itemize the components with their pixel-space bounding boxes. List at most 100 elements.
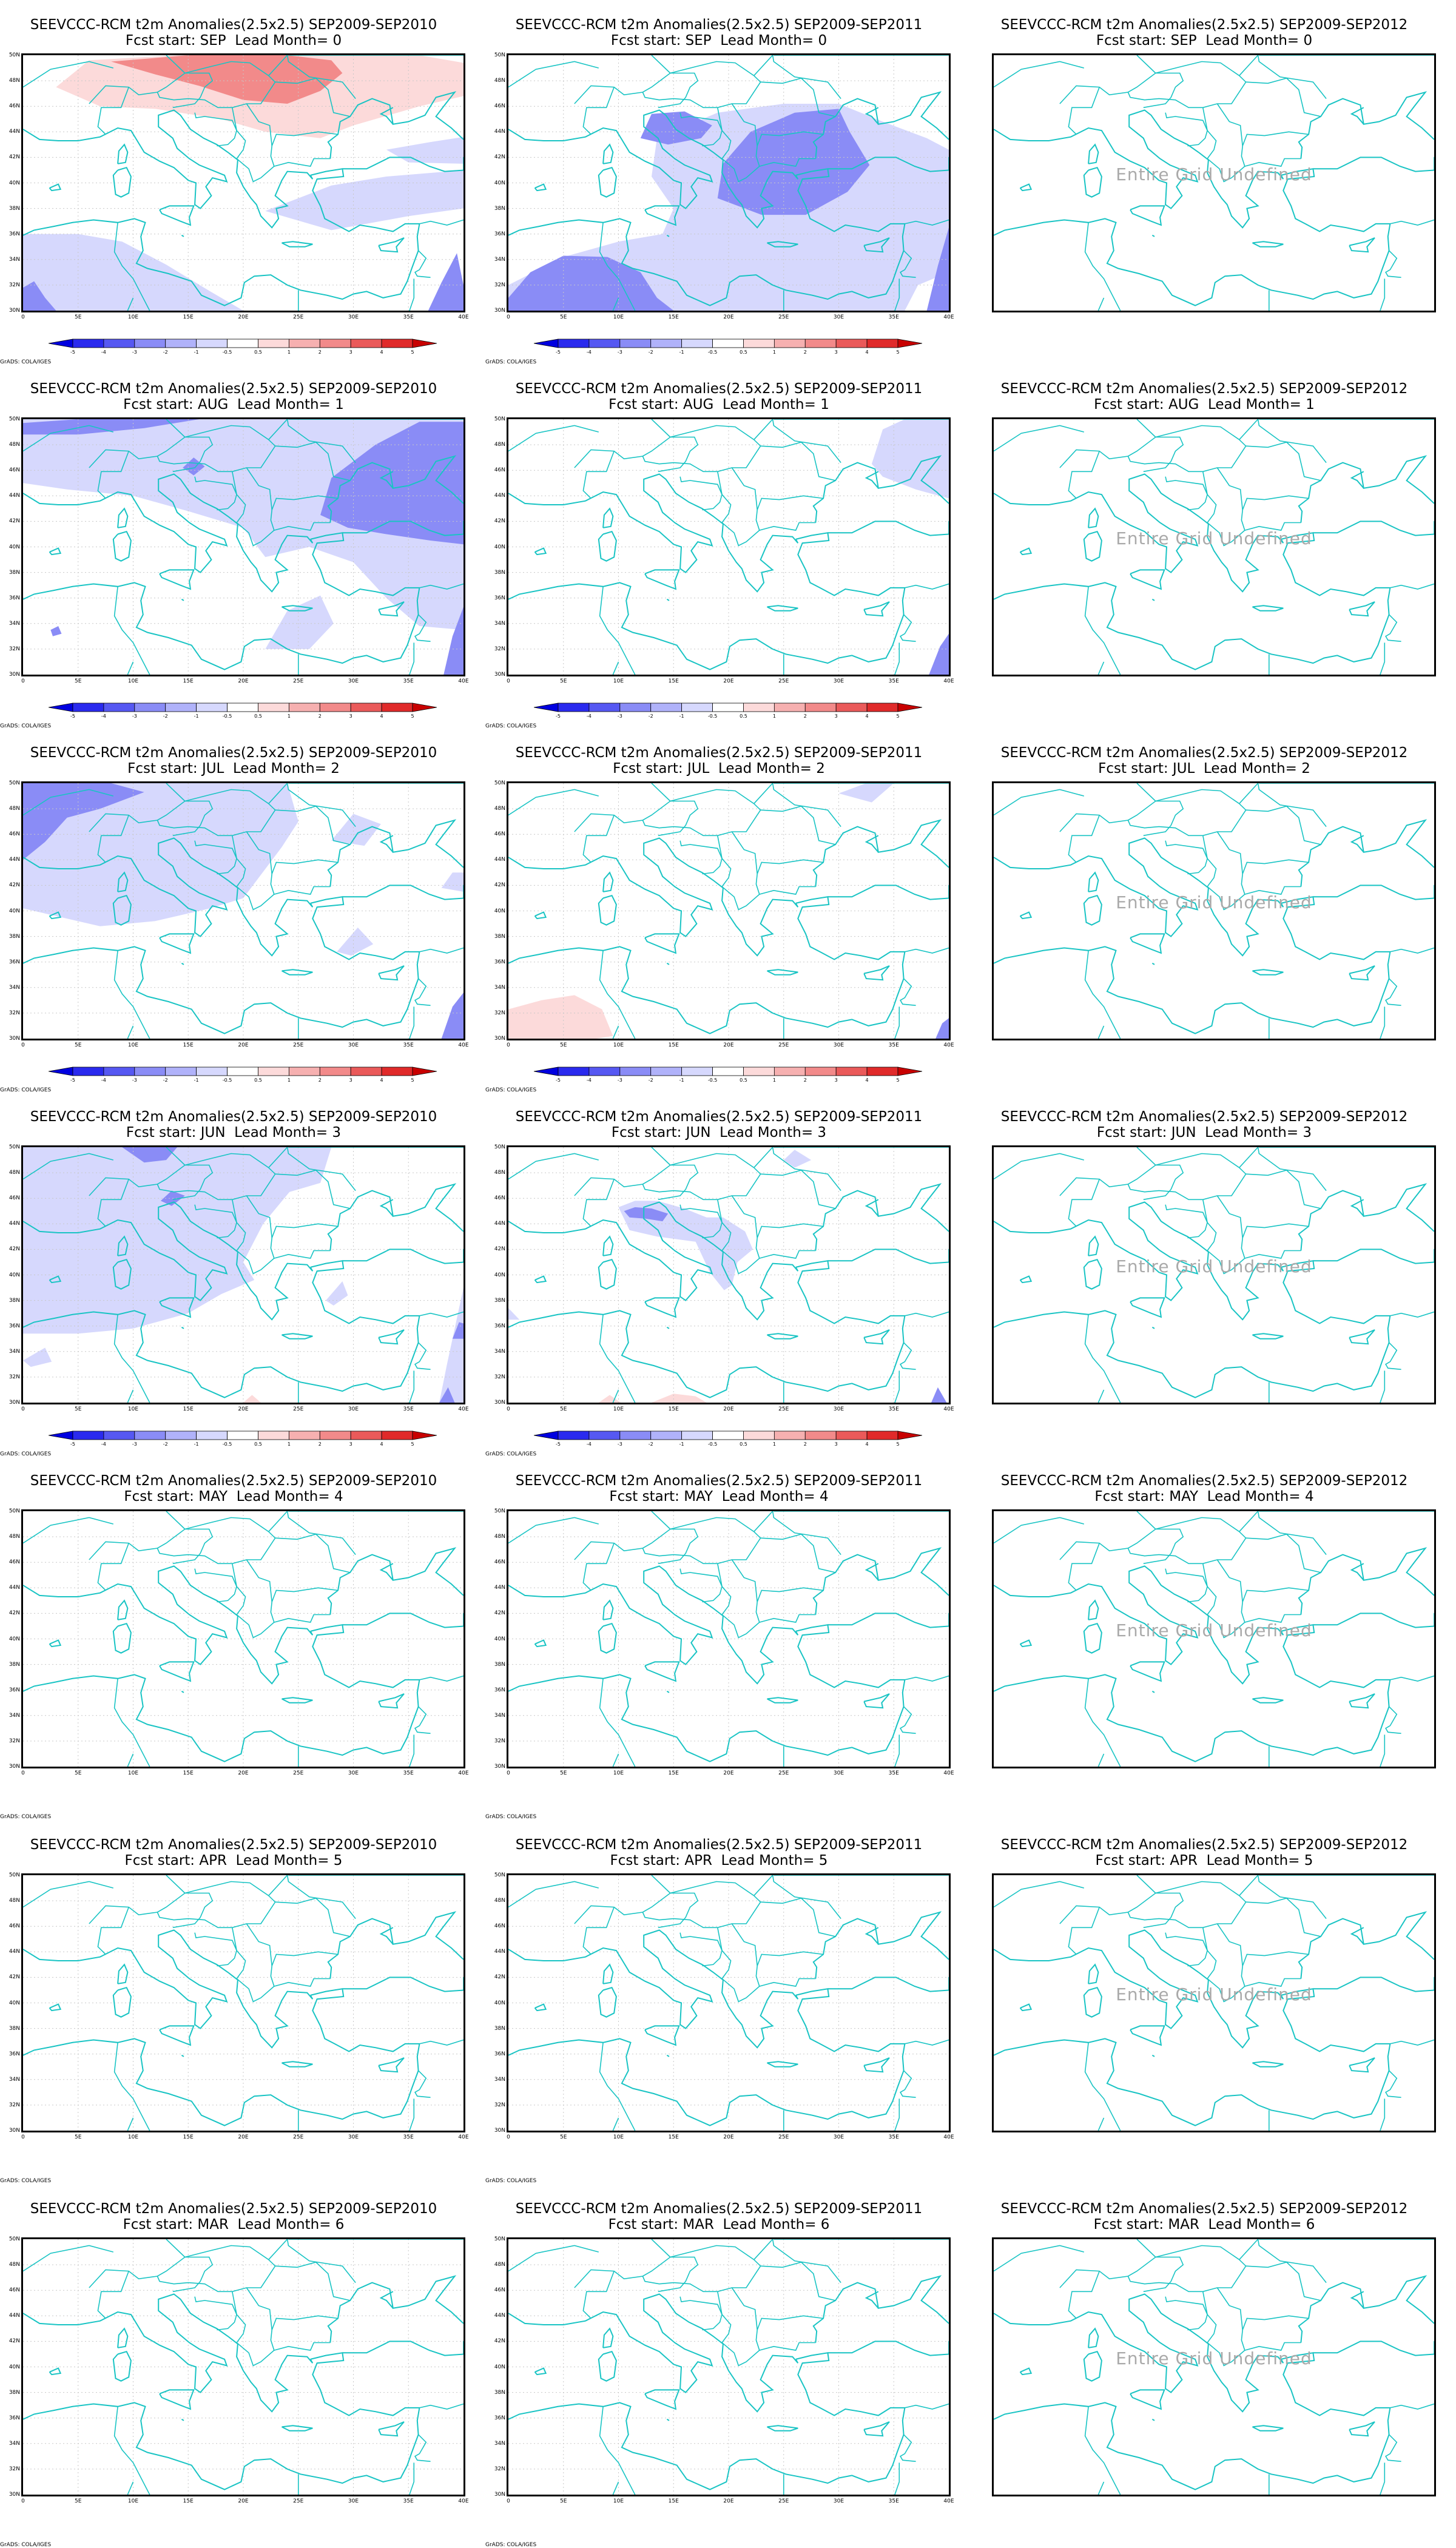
map-frame xyxy=(21,2237,465,2496)
colorbar-segment xyxy=(350,703,382,712)
colorbar-segment xyxy=(319,1431,351,1440)
map-canvas xyxy=(994,1147,1434,1403)
country-border xyxy=(409,1006,415,1039)
y-tick-label: 36N xyxy=(494,1323,505,1329)
colorbar-segment xyxy=(196,339,228,348)
y-tick-label: 32N xyxy=(8,1009,20,1016)
colorbar-segment xyxy=(588,339,621,348)
coastline xyxy=(508,2293,799,2413)
colorbar-segment xyxy=(866,1431,898,1440)
country-border xyxy=(89,2256,214,2293)
country-border xyxy=(1068,1179,1100,1227)
grads-credit: GrADS: COLA/IGES xyxy=(0,2542,52,2548)
country-border xyxy=(1216,2287,1243,2330)
x-tick-label: 15E xyxy=(668,1406,679,1412)
y-tick-label: 46N xyxy=(494,1559,505,1566)
country-border xyxy=(1127,75,1247,109)
colorbar-segment xyxy=(134,1067,166,1076)
country-border xyxy=(679,2296,723,2331)
coastline xyxy=(1350,1927,1364,1945)
map-frame: Entire Grid Undefined xyxy=(992,1509,1436,1768)
coastline xyxy=(1349,601,1375,617)
map-canvas xyxy=(23,1147,463,1403)
coastline xyxy=(1252,2425,1284,2432)
coastline xyxy=(1151,962,1155,965)
x-tick-label: 10E xyxy=(613,2134,624,2140)
coastline xyxy=(117,1963,129,1984)
panel-title: SEEVCCC-RCM t2m Anomalies(2.5x2.5) SEP20… xyxy=(515,17,923,33)
coastline xyxy=(23,2293,314,2413)
country-border xyxy=(1097,2481,1105,2495)
country-border xyxy=(232,471,339,547)
country-border xyxy=(759,158,816,167)
panel-subtitle: Fcst start: MAY Lead Month= 4 xyxy=(124,1489,343,1505)
x-tick-label: 0 xyxy=(507,2498,510,2504)
coastline xyxy=(1019,2003,1033,2012)
y-tick-label: 30N xyxy=(8,1036,20,1042)
coastline xyxy=(327,91,463,159)
coastline xyxy=(767,1697,798,1704)
y-tick-label: 48N xyxy=(494,2262,505,2268)
y-tick-label: 30N xyxy=(8,1400,20,1406)
y-tick-label: 38N xyxy=(8,1661,20,1668)
y-tick-label: 32N xyxy=(494,2101,505,2108)
country-border xyxy=(760,1898,836,1937)
y-tick-label: 38N xyxy=(8,569,20,576)
country-border xyxy=(994,2245,1085,2272)
coastline xyxy=(327,819,463,887)
coastline xyxy=(812,1547,949,1615)
y-tick-label: 42N xyxy=(8,1610,20,1617)
y-tick-label: 34N xyxy=(8,1348,20,1355)
country-border xyxy=(1127,2259,1247,2293)
country-border xyxy=(1245,806,1321,845)
y-tick-label: 34N xyxy=(494,984,505,991)
y-tick-label: 46N xyxy=(494,103,505,110)
coastline xyxy=(342,521,463,536)
panel-subtitle: Fcst start: SEP Lead Month= 0 xyxy=(125,33,342,49)
country-border xyxy=(582,2271,615,2319)
colorbar-segment xyxy=(897,1067,922,1076)
colorbar: -5 -4 -3 -2 -1 -0.5 0.5 1 2 3 4 5 xyxy=(534,339,922,357)
country-border xyxy=(582,1179,615,1227)
x-tick-label: 5E xyxy=(75,1042,82,1048)
country-border xyxy=(1239,783,1327,827)
y-tick-label: 36N xyxy=(494,1687,505,1693)
coastline xyxy=(112,167,132,198)
coastline xyxy=(864,835,879,853)
country-border xyxy=(894,1734,900,1767)
colorbar-label: -4 xyxy=(101,1077,106,1083)
country-border xyxy=(23,1153,114,1180)
country-border xyxy=(157,1895,276,1929)
grads-credit: GrADS: COLA/IGES xyxy=(0,1451,52,1457)
coastline xyxy=(1349,2057,1375,2073)
colorbar-segment xyxy=(866,339,898,348)
country-border xyxy=(994,789,1085,816)
colorbar-label: -1 xyxy=(194,1441,199,1447)
colorbar-label: 5 xyxy=(411,713,414,719)
colorbar-label: 2 xyxy=(318,349,322,355)
coastline xyxy=(112,2351,132,2382)
country-border xyxy=(113,2042,150,2131)
country-border xyxy=(1155,425,1240,440)
coastline xyxy=(666,962,670,965)
country-border xyxy=(1059,1528,1184,1565)
coastline xyxy=(23,109,314,229)
coastline xyxy=(1019,2367,1033,2376)
country-border xyxy=(414,250,431,278)
coastline xyxy=(534,2367,547,2376)
coastline xyxy=(864,1927,879,1945)
country-border xyxy=(275,1898,351,1937)
panel-subtitle: Fcst start: MAR Lead Month= 6 xyxy=(1093,2217,1315,2233)
map-frame xyxy=(21,53,465,312)
coastline xyxy=(379,1927,394,1945)
country-border xyxy=(642,2259,761,2293)
y-tick-label: 40N xyxy=(494,2364,505,2370)
anomaly-shading xyxy=(508,255,674,311)
country-border xyxy=(1165,1568,1208,1603)
y-tick-label: 46N xyxy=(494,831,505,838)
coastline xyxy=(379,107,394,125)
country-border xyxy=(574,1164,699,1201)
coastline xyxy=(327,1547,463,1615)
country-border xyxy=(1136,1875,1156,1894)
country-border xyxy=(1380,1006,1386,1039)
